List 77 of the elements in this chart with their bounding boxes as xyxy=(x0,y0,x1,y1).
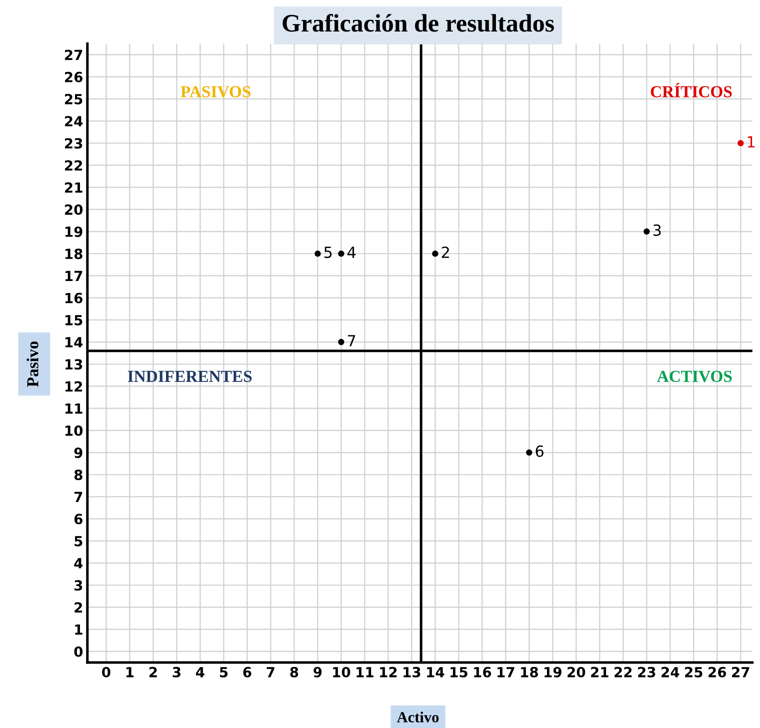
y-tick-label: 13 xyxy=(65,359,82,370)
series-label: 7 xyxy=(348,335,356,346)
annotation: ACTIVOS xyxy=(657,370,732,382)
x-tick-label: 14 xyxy=(427,667,444,678)
x-tick-label: 11 xyxy=(356,667,374,678)
y-tick-label: 0 xyxy=(74,646,83,657)
y-tick-label: 16 xyxy=(65,292,82,304)
point xyxy=(338,338,344,346)
y-tick-label: 2 xyxy=(74,602,82,613)
y-tick-label: 12 xyxy=(65,381,82,392)
y-tick-label: 5 xyxy=(74,536,82,546)
point xyxy=(432,250,438,257)
y-tick-label: 11 xyxy=(65,403,82,414)
point xyxy=(314,250,321,257)
x-tick-label: 9 xyxy=(314,666,322,678)
y-tick-label: 6 xyxy=(74,514,82,524)
point xyxy=(644,228,650,235)
x-tick-label: 22 xyxy=(614,666,632,678)
y-tick-label: 18 xyxy=(65,248,82,260)
y-axis-title: Pasivo xyxy=(26,341,38,387)
x-axis-title: Activo xyxy=(396,712,439,722)
y-tick-label: 15 xyxy=(65,315,82,326)
y-tick-label: 19 xyxy=(65,226,82,238)
y-tick-label: 25 xyxy=(65,94,82,104)
y-tick-label: 10 xyxy=(65,425,83,436)
series-label: 3 xyxy=(653,224,661,236)
annotation: INDIFERENTES xyxy=(128,370,252,382)
y-tick-label: 14 xyxy=(65,337,83,348)
x-tick-label: 17 xyxy=(498,667,514,678)
x-tick-label: 5 xyxy=(220,667,228,678)
x-tick-label: 27 xyxy=(732,666,750,678)
annotation: PASIVOS xyxy=(180,86,250,98)
y-tick-label: 3 xyxy=(74,580,82,591)
x-tick-label: 2 xyxy=(149,666,157,678)
x-tick-label: 19 xyxy=(544,666,562,678)
series-label: 2 xyxy=(442,246,449,258)
point xyxy=(338,250,344,257)
y-tick-label: 21 xyxy=(65,182,82,193)
series-label: 1 xyxy=(748,136,755,148)
x-tick-label: 0 xyxy=(102,666,110,678)
point xyxy=(738,140,744,146)
x-tick-label: 8 xyxy=(290,666,298,678)
x-tick-label: 10 xyxy=(333,666,350,678)
y-tick-label: 27 xyxy=(65,50,82,60)
y-tick-label: 1 xyxy=(75,624,82,635)
y-tick-label: 20 xyxy=(65,204,83,215)
series-label: 6 xyxy=(536,445,544,457)
annotation: CRÍTICOS xyxy=(650,82,732,98)
x-tick-label: 4 xyxy=(196,667,204,678)
y-tick-label: 26 xyxy=(65,72,82,82)
x-tick-label: 12 xyxy=(380,666,397,678)
y-tick-label: 7 xyxy=(74,492,82,502)
y-tick-label: 22 xyxy=(65,160,82,171)
y-tick-label: 17 xyxy=(65,270,82,282)
x-tick-label: 24 xyxy=(662,666,680,678)
y-tick-label: 8 xyxy=(74,470,82,480)
x-tick-label: 20 xyxy=(568,666,586,678)
x-tick-label: 15 xyxy=(450,667,468,678)
x-tick-label: 21 xyxy=(591,666,608,678)
x-tick-label: 13 xyxy=(404,666,420,678)
x-tick-label: 23 xyxy=(638,666,656,678)
x-tick-label: 1 xyxy=(126,667,134,678)
x-tick-label: 26 xyxy=(708,666,726,678)
y-tick-label: 9 xyxy=(74,448,82,458)
x-tick-label: 25 xyxy=(685,666,702,678)
series-label: 5 xyxy=(324,246,332,258)
x-tick-label: 3 xyxy=(172,666,180,678)
x-tick-label: 16 xyxy=(474,666,492,678)
y-tick-label: 4 xyxy=(74,558,83,568)
x-tick-label: 18 xyxy=(521,666,538,678)
y-tick-label: 24 xyxy=(65,116,83,126)
series-label: 4 xyxy=(347,246,356,258)
point xyxy=(526,449,532,456)
chart-title: Graficación de resultados xyxy=(282,14,554,32)
y-tick-label: 23 xyxy=(65,138,82,149)
x-tick-label: 7 xyxy=(266,667,274,678)
x-tick-label: 6 xyxy=(243,666,252,678)
